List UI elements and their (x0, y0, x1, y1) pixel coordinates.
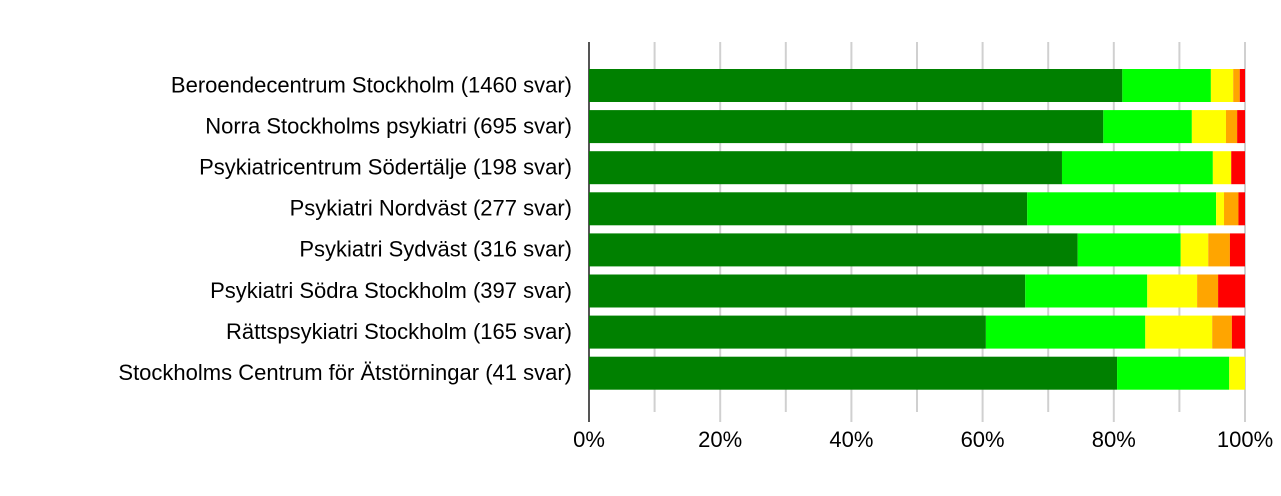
bar-segment (1229, 356, 1245, 390)
y-tick-label: Rättspsykiatri Stockholm (165 svar) (226, 319, 572, 344)
bar-segment (1231, 151, 1245, 185)
bar-segment (1216, 192, 1225, 226)
y-tick-label: Psykiatricentrum Södertälje (198 svar) (199, 155, 572, 180)
bar-segment (1077, 233, 1181, 267)
bar-segment (1061, 151, 1213, 185)
bar-segment (1229, 233, 1245, 267)
y-tick-label: Stockholms Centrum för Ätstörningar (41 … (118, 360, 572, 385)
bar-segment (1237, 110, 1245, 144)
bar-segment (1145, 315, 1213, 349)
bar-segment (1238, 192, 1245, 226)
bar-segment (1117, 356, 1230, 390)
bar-segment (985, 315, 1146, 349)
x-tick-label: 60% (961, 427, 1005, 452)
bar-segment (1239, 69, 1245, 102)
x-tick-label: 100% (1217, 427, 1273, 452)
bar-segment (589, 69, 1123, 102)
bar-segment (1212, 315, 1232, 349)
bar-segment (1224, 192, 1239, 226)
y-tick-label: Psykiatri Nordväst (277 svar) (290, 196, 572, 221)
bar-segment (589, 315, 986, 349)
y-tick-label: Norra Stockholms psykiatri (695 svar) (205, 113, 572, 138)
y-tick-label: Beroendecentrum Stockholm (1460 svar) (171, 72, 572, 97)
y-tick-label: Psykiatri Södra Stockholm (397 svar) (210, 278, 572, 303)
bar-segment (589, 110, 1104, 144)
bar-segment (1103, 110, 1192, 144)
x-tick-label: 20% (698, 427, 742, 452)
bar-segment (1197, 274, 1219, 308)
bar-segment (1122, 69, 1211, 102)
bar-segment (1210, 69, 1234, 102)
bar-segment (589, 356, 1118, 390)
bar-segment (1025, 274, 1148, 308)
bar-segment (589, 233, 1078, 267)
bar-segment (1233, 69, 1240, 102)
x-tick-label: 80% (1092, 427, 1136, 452)
bar-segment (1147, 274, 1198, 308)
bar-segment (1218, 274, 1245, 308)
bar-segment (1231, 315, 1245, 349)
bar-segment (1191, 110, 1226, 144)
bar-segment (1208, 233, 1230, 267)
x-tick-label: 40% (829, 427, 873, 452)
bar-segment (1027, 192, 1217, 226)
bar-segment (1212, 151, 1232, 185)
bar-segment (1180, 233, 1209, 267)
bar-segment (589, 192, 1028, 226)
x-tick-label: 0% (573, 427, 605, 452)
bar-segment (1225, 110, 1238, 144)
y-tick-label: Psykiatri Sydväst (316 svar) (299, 237, 572, 262)
bar-segment (589, 151, 1062, 185)
bar-segment (589, 274, 1026, 308)
